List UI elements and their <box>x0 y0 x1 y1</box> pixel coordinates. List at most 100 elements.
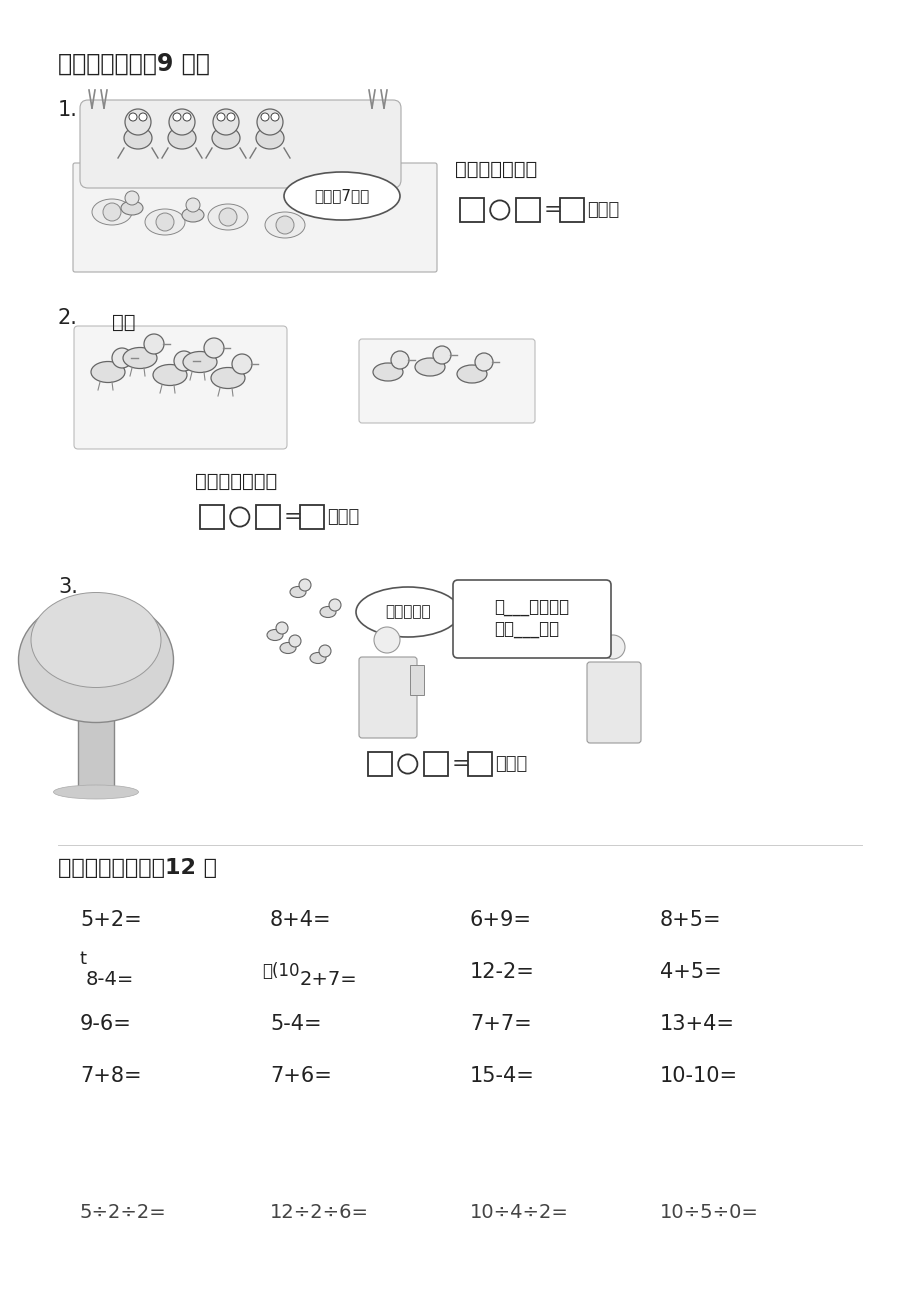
Ellipse shape <box>255 128 284 148</box>
Bar <box>199 505 223 529</box>
Text: 2.: 2. <box>58 309 78 328</box>
Circle shape <box>299 579 311 591</box>
Text: 五、用数学。（9 分）: 五、用数学。（9 分） <box>58 52 210 76</box>
Circle shape <box>276 216 294 234</box>
Text: 3.: 3. <box>58 577 78 598</box>
Ellipse shape <box>91 362 125 383</box>
Circle shape <box>232 354 252 374</box>
Bar <box>78 717 114 793</box>
Text: （只）: （只） <box>495 755 528 773</box>
Circle shape <box>271 113 278 121</box>
Ellipse shape <box>372 363 403 381</box>
Text: =: = <box>451 754 470 773</box>
Text: 。(10: 。(10 <box>262 962 300 980</box>
Text: 7+7=: 7+7= <box>470 1014 531 1034</box>
Circle shape <box>112 348 131 368</box>
Text: 5-4=: 5-4= <box>269 1014 322 1034</box>
Text: =: = <box>283 506 302 527</box>
Circle shape <box>204 339 223 358</box>
Ellipse shape <box>356 587 460 637</box>
Text: 4+5=: 4+5= <box>659 962 721 982</box>
Ellipse shape <box>210 367 244 388</box>
Text: 10÷4÷2=: 10÷4÷2= <box>470 1203 568 1223</box>
Circle shape <box>329 599 341 611</box>
Circle shape <box>276 622 288 634</box>
Ellipse shape <box>414 358 445 376</box>
Circle shape <box>173 113 181 121</box>
Ellipse shape <box>279 642 296 654</box>
Ellipse shape <box>457 365 486 383</box>
Bar <box>515 198 539 223</box>
Text: 10-10=: 10-10= <box>659 1066 737 1086</box>
Bar <box>410 665 424 695</box>
Ellipse shape <box>182 208 204 223</box>
Text: 15-4=: 15-4= <box>470 1066 534 1086</box>
Ellipse shape <box>320 607 335 617</box>
Text: 水里有7只。: 水里有7只。 <box>314 189 369 203</box>
Ellipse shape <box>145 210 185 234</box>
FancyBboxPatch shape <box>358 339 535 423</box>
Ellipse shape <box>208 204 248 230</box>
Circle shape <box>474 353 493 371</box>
Ellipse shape <box>265 212 305 238</box>
Text: 7+6=: 7+6= <box>269 1066 332 1086</box>
Text: 9-6=: 9-6= <box>80 1014 131 1034</box>
Ellipse shape <box>267 629 283 641</box>
Circle shape <box>256 109 283 135</box>
Circle shape <box>391 352 409 368</box>
Text: 10÷5÷0=: 10÷5÷0= <box>659 1203 758 1223</box>
Text: 六、计算小能手。12 分: 六、计算小能手。12 分 <box>58 858 217 878</box>
Ellipse shape <box>153 365 187 385</box>
Text: t: t <box>80 950 87 967</box>
Text: 12÷2÷6=: 12÷2÷6= <box>269 1203 369 1223</box>
Circle shape <box>261 113 268 121</box>
Circle shape <box>227 113 234 121</box>
Ellipse shape <box>168 128 196 148</box>
Ellipse shape <box>53 785 139 799</box>
FancyBboxPatch shape <box>74 326 287 449</box>
Text: 2+7=: 2+7= <box>300 970 357 990</box>
Ellipse shape <box>211 128 240 148</box>
Bar <box>255 505 279 529</box>
Circle shape <box>129 113 137 121</box>
Text: 还有几只？: 还有几只？ <box>385 604 430 620</box>
Circle shape <box>186 198 199 212</box>
Text: 5+2=: 5+2= <box>80 910 142 930</box>
Text: 还有多少只鹅？: 还有多少只鹅？ <box>195 473 277 491</box>
Bar <box>368 753 391 776</box>
Circle shape <box>183 113 191 121</box>
Bar <box>423 753 448 776</box>
Circle shape <box>144 335 164 354</box>
Ellipse shape <box>289 586 306 598</box>
Ellipse shape <box>374 628 400 654</box>
Ellipse shape <box>123 348 157 368</box>
FancyBboxPatch shape <box>80 100 401 187</box>
FancyBboxPatch shape <box>358 658 416 738</box>
Circle shape <box>156 214 174 230</box>
Ellipse shape <box>600 635 624 659</box>
Circle shape <box>213 109 239 135</box>
Bar <box>467 753 491 776</box>
Ellipse shape <box>310 652 325 664</box>
Circle shape <box>169 109 195 135</box>
Circle shape <box>103 203 121 221</box>
Ellipse shape <box>124 128 152 148</box>
Bar <box>300 505 323 529</box>
Text: （只）: （只） <box>327 508 359 526</box>
Ellipse shape <box>31 592 161 687</box>
Circle shape <box>217 113 225 121</box>
Circle shape <box>319 644 331 658</box>
Text: 一共有多少只？: 一共有多少只？ <box>455 160 537 178</box>
Circle shape <box>433 346 450 365</box>
Ellipse shape <box>92 199 131 225</box>
Text: 6+9=: 6+9= <box>470 910 531 930</box>
Text: 5÷2÷2=: 5÷2÷2= <box>80 1203 166 1223</box>
Circle shape <box>230 508 249 526</box>
Text: 8+5=: 8+5= <box>659 910 720 930</box>
Text: 1.: 1. <box>58 100 78 120</box>
Text: 7+8=: 7+8= <box>80 1066 142 1086</box>
Circle shape <box>125 109 151 135</box>
Text: 8-4=: 8-4= <box>85 970 134 990</box>
Circle shape <box>139 113 147 121</box>
Ellipse shape <box>284 172 400 220</box>
